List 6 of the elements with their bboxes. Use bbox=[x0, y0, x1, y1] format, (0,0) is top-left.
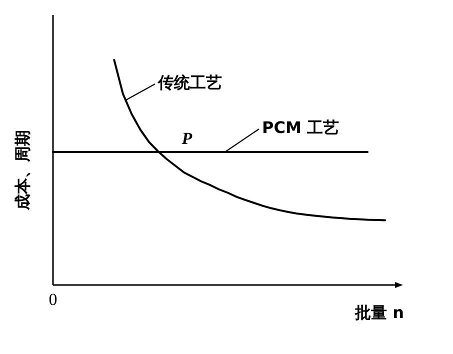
text: 0 bbox=[48, 290, 58, 309]
series-label: PCM 工艺 bbox=[262, 118, 339, 137]
annotation: P bbox=[180, 129, 193, 148]
legend-label: 传统工艺 bbox=[157, 73, 222, 92]
x-axis-title: 批量 n bbox=[354, 303, 404, 322]
y-axis-title: 成本、周期 bbox=[13, 130, 32, 211]
